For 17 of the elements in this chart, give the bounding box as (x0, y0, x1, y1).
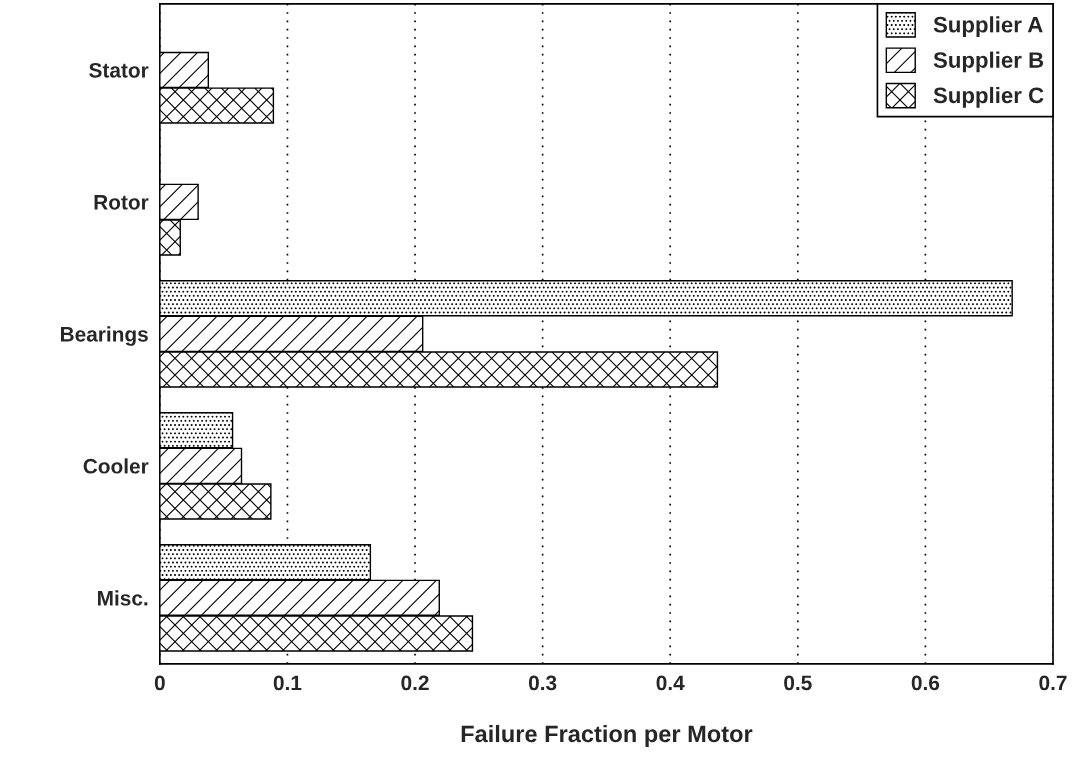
x-tick-label: 0.6 (911, 675, 940, 691)
x-tick-label: 0 (154, 675, 165, 691)
y-tick-label: Misc. (98, 590, 148, 606)
y-tick-label: Stator (89, 62, 149, 78)
legend-label: Supplier B (933, 51, 1044, 73)
x-tick-label: 0.5 (784, 675, 812, 691)
x-tick-label: 0.3 (528, 675, 557, 691)
x-tick-label: 0.4 (656, 675, 685, 691)
legend-label: Supplier C (933, 86, 1044, 108)
x-axis-title: Failure Fraction per Motor (461, 724, 753, 747)
x-tick-label: 0.1 (273, 675, 302, 691)
y-tick-label: Cooler (83, 458, 149, 474)
y-tick-label: Rotor (94, 195, 149, 210)
x-tick-label: 0.7 (1039, 675, 1067, 691)
y-tick-label: Bearings (60, 326, 148, 346)
legend-label: Supplier A (933, 16, 1043, 37)
x-tick-label: 0.2 (401, 675, 429, 691)
